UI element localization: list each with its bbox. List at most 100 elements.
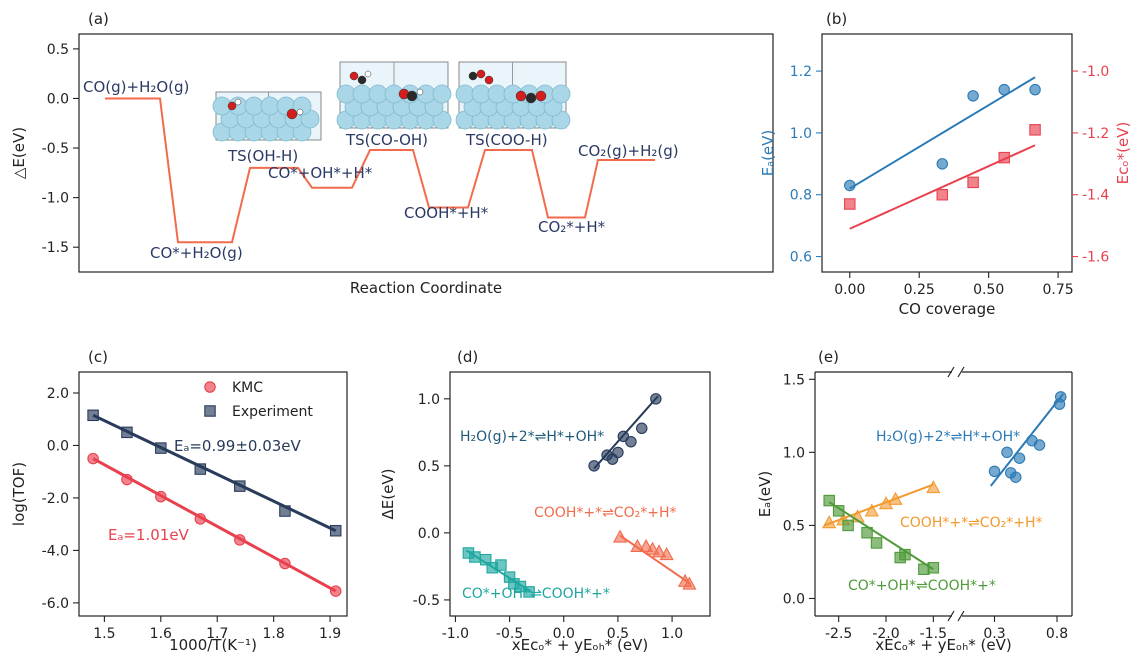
panel-a-frame xyxy=(78,33,774,273)
inset-ts-co-oh xyxy=(336,61,452,130)
panel-e-x-axis-tick-label: -2.0 xyxy=(872,626,899,642)
molecule-atom xyxy=(525,92,537,104)
cooh-formation-point xyxy=(495,559,507,571)
water-dissociation-point xyxy=(1013,452,1026,464)
legend-experiment-marker xyxy=(204,405,216,417)
energy-level-label: TS(COO-H) xyxy=(465,131,548,149)
panel-a-y-axis-tick-label: -0.5 xyxy=(42,141,69,157)
panel-a-y-axis-tick-label: 0.5 xyxy=(47,42,69,58)
experiment-point xyxy=(121,426,133,439)
inset-ts-oh-h xyxy=(212,91,322,142)
water-dissociation-point xyxy=(1009,471,1022,483)
experiment-fit-line xyxy=(92,413,337,533)
water-dissociation-point xyxy=(1033,439,1046,451)
reaction-label-co-oh: CO*+OH*⇌COOH*+* xyxy=(462,586,610,602)
cooh-formation-point xyxy=(870,537,883,549)
cooh-formation-point xyxy=(861,526,873,539)
legend-kmc-label: KMC xyxy=(232,380,263,396)
panel-d-y-axis-tick-label: 1.0 xyxy=(418,392,440,408)
panel-d-y-axis-tick-label: 0.5 xyxy=(418,459,440,475)
kmc-point xyxy=(194,513,207,525)
panel-e-y-axis-tick-label: 0.0 xyxy=(783,591,805,607)
axis-break-mark xyxy=(947,366,955,378)
panel-b-y2-axis-tick-label: -1.4 xyxy=(1082,188,1109,204)
eco-point xyxy=(1029,124,1041,136)
surface-atom xyxy=(487,84,507,104)
kmc-fit-line xyxy=(92,457,337,593)
panel-c-x-label: 1000/T(K⁻¹) xyxy=(169,636,257,654)
molecule-atom xyxy=(357,75,367,85)
molecule-atom xyxy=(476,69,486,79)
cooh-dissociation-point xyxy=(651,544,667,558)
experiment-point xyxy=(87,409,99,422)
reaction-label-cooh-co2: COOH*+*⇌CO₂*+H* xyxy=(900,515,1042,531)
panel-a-y-label: △E(eV) xyxy=(10,127,28,179)
panel-e-x-label: xEᴄₒ* + yEₒₕ* (eV) xyxy=(875,636,1012,654)
panel-e-y-axis-tick-label: 1.0 xyxy=(783,445,805,461)
panel-d-x-axis-tick-label: 1.0 xyxy=(661,626,683,642)
cooh-formation-point xyxy=(523,586,535,598)
panel-e-y-label: Eₐ(eV) xyxy=(756,471,774,518)
experiment-ea-annotation: Eₐ=0.99±0.03eV xyxy=(174,437,302,455)
molecule-atom xyxy=(484,75,494,85)
surface-atom xyxy=(244,96,264,116)
kmc-point xyxy=(87,452,99,465)
panel-b-y-axis-tick-label: 1.0 xyxy=(790,126,812,142)
energy-level-label: COOH*+H* xyxy=(404,204,489,222)
reaction-label-co-oh: CO*+OH*⇌COOH*+* xyxy=(848,578,996,594)
panel-c-y-axis-tick-label: -6.0 xyxy=(42,596,69,612)
reaction-label-cooh-co2: COOH*+*⇌CO₂*+H* xyxy=(534,505,676,521)
panel-d-x-label: xEᴄₒ* + yEₒₕ* (eV) xyxy=(512,636,649,654)
molecule-atom xyxy=(286,108,298,120)
water-dissociation-point xyxy=(1001,446,1013,459)
panel-d-label: (d) xyxy=(457,348,478,366)
panel-d-x-axis-tick-label: -1.0 xyxy=(442,626,469,642)
experiment-point xyxy=(155,442,167,454)
ea-point xyxy=(936,158,949,170)
panel-c-x-axis-tick-label: 1.5 xyxy=(93,626,115,642)
legend-experiment-label: Experiment xyxy=(232,404,313,420)
energy-level-label: CO(g)+H₂O(g) xyxy=(83,78,189,96)
panel-a-y-axis-tick-label: 0.0 xyxy=(47,91,69,107)
panel-b-x-axis-tick-label: 0.25 xyxy=(904,282,935,298)
cooh-formation-point xyxy=(832,505,845,517)
panel-c-x-axis-tick-label: 1.8 xyxy=(263,626,285,642)
surface-atom xyxy=(336,84,356,104)
cooh-formation-point xyxy=(842,519,854,532)
molecule-atom xyxy=(364,70,372,78)
cooh-dissociation-point xyxy=(926,480,941,494)
molecule-atom xyxy=(416,88,424,96)
panel-d-x-axis-tick-label: -0.5 xyxy=(496,626,523,642)
panel-c-x-axis-tick-label: 1.9 xyxy=(319,626,341,642)
panel-b-y2-axis-tick-label: -1.6 xyxy=(1082,250,1109,266)
water-dissociation-point xyxy=(588,460,600,472)
surface-atom xyxy=(352,84,372,104)
energy-level-label: CO*+H₂O(g) xyxy=(150,244,243,262)
panel-c-x-axis-tick-label: 1.6 xyxy=(150,626,172,642)
panel-a-y-axis-tick-label: -1.5 xyxy=(42,240,69,256)
cooh-dissociation-point xyxy=(878,496,894,510)
surface-atom xyxy=(551,84,571,104)
panel-c-y-axis-tick-label: -2.0 xyxy=(42,491,69,507)
ea-fit-line xyxy=(849,76,1036,190)
surface-atom xyxy=(471,84,491,104)
water-dissociation-point xyxy=(988,465,1001,478)
cooh-dissociation-point xyxy=(822,515,837,529)
reaction-label-water: H₂O(g)+2*⇌H*+OH* xyxy=(460,429,604,445)
panel-e-y-axis-tick-label: 1.5 xyxy=(783,372,805,388)
panel-a-x-label: Reaction Coordinate xyxy=(350,279,502,297)
panel-b-y2-axis-tick-label: -1.0 xyxy=(1082,64,1109,80)
cooh-formation-point xyxy=(479,553,492,566)
experiment-point xyxy=(279,505,291,517)
reaction-label-water: H₂O(g)+2*⇌H*+OH* xyxy=(876,429,1020,445)
surface-atom xyxy=(455,84,475,104)
ea-point xyxy=(844,179,856,192)
cooh-formation-point xyxy=(823,494,835,507)
cooh-formation-point xyxy=(469,551,481,563)
molecule-atom xyxy=(234,98,242,106)
panel-e-x-axis-tick-label: 0.3 xyxy=(983,626,1005,642)
surface-atom xyxy=(368,84,388,104)
ea-point xyxy=(967,90,979,102)
cooh-dissociation-point xyxy=(888,491,903,505)
